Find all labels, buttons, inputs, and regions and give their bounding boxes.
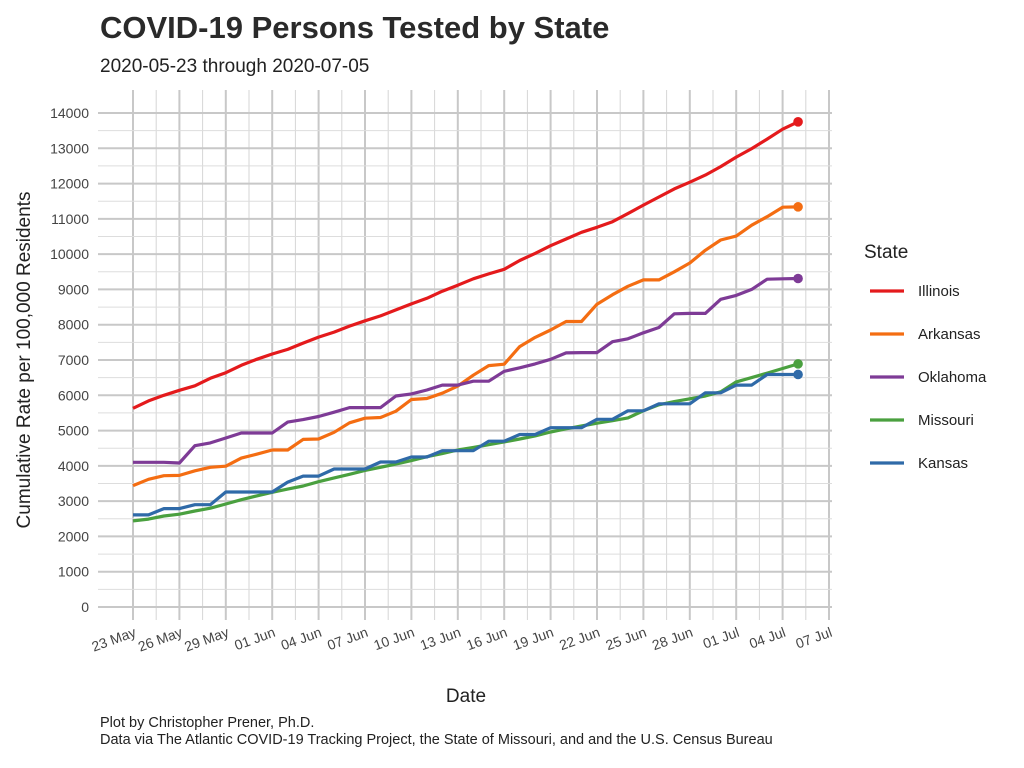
legend-title: State [864, 242, 908, 263]
x-tick-label: 01 Jun [232, 624, 277, 653]
legend-item-illinois: Illinois [870, 283, 960, 300]
x-tick-label: 28 Jun [650, 624, 695, 653]
series-end-points [793, 117, 803, 380]
y-tick-label: 6000 [58, 387, 89, 403]
x-tick-label: 22 Jun [557, 624, 602, 653]
series-line-kansas [133, 372, 799, 517]
gridlines [98, 90, 832, 620]
x-tick-label: 10 Jun [371, 624, 416, 653]
legend-label: Kansas [918, 455, 968, 472]
end-point-oklahoma [793, 273, 803, 284]
y-axis-ticks: 0 1000 2000 3000 4000 5000 6000 7000 8000 9000 100… [50, 105, 89, 615]
y-tick-label: 3000 [58, 493, 89, 509]
caption-line-2: Data via The Atlantic COVID-19 Tracking … [100, 732, 773, 748]
y-tick-label: 8000 [58, 317, 89, 333]
series-line-arkansas [132, 205, 799, 488]
series-line-missouri [132, 362, 799, 523]
caption: Plot by Christopher Prener, Ph.D. Data v… [100, 715, 773, 749]
y-tick-label: 12000 [50, 176, 89, 192]
y-tick-label: 5000 [58, 423, 89, 439]
x-tick-label: 26 May [136, 624, 185, 655]
legend-item-kansas: Kansas [870, 455, 968, 472]
x-tick-label: 04 Jun [279, 624, 324, 653]
y-tick-label: 7000 [58, 352, 89, 368]
x-tick-label: 13 Jun [418, 624, 463, 653]
end-point-missouri [793, 359, 803, 369]
y-tick-label: 9000 [58, 281, 89, 297]
end-point-arkansas [793, 202, 803, 212]
y-tick-label: 14000 [50, 105, 89, 121]
legend-label: Missouri [918, 412, 974, 429]
x-tick-label: 04 Jul [747, 624, 788, 652]
legend-label: Arkansas [918, 326, 981, 343]
y-tick-label: 4000 [58, 458, 89, 474]
end-point-kansas [793, 369, 803, 380]
caption-line-1: Plot by Christopher Prener, Ph.D. [100, 715, 315, 731]
y-tick-label: 2000 [58, 528, 89, 544]
legend: State Illinois Arkansas Oklahoma Missouri Ka… [864, 242, 987, 472]
series-line-oklahoma [133, 276, 799, 465]
y-tick-label: 11000 [51, 211, 89, 227]
legend-item-arkansas: Arkansas [870, 326, 981, 343]
x-tick-label: 23 May [89, 624, 138, 655]
chart-subtitle: 2020-05-23 through 2020-07-05 [100, 56, 370, 77]
y-axis-title: Cumulative Rate per 100,000 Residents [14, 192, 35, 529]
x-tick-label: 25 Jun [603, 624, 648, 653]
x-tick-label: 07 Jun [325, 624, 370, 653]
x-tick-label: 01 Jul [701, 624, 742, 652]
y-tick-label: 1000 [58, 564, 89, 580]
end-point-illinois [793, 117, 803, 127]
x-tick-label: 07 Jul [793, 624, 834, 652]
legend-label: Oklahoma [918, 369, 987, 386]
chart-title: COVID-19 Persons Tested by State [100, 10, 610, 45]
legend-label: Illinois [918, 283, 960, 300]
x-tick-label: 29 May [182, 624, 231, 655]
y-tick-label: 10000 [50, 246, 89, 262]
series-line-illinois [132, 120, 799, 410]
series-lines [132, 120, 799, 523]
y-tick-label: 0 [81, 599, 89, 615]
x-axis-title: Date [446, 686, 486, 707]
x-tick-label: 19 Jun [511, 624, 556, 653]
legend-item-oklahoma: Oklahoma [870, 369, 987, 386]
y-tick-label: 13000 [50, 140, 89, 156]
x-tick-label: 16 Jun [464, 624, 509, 653]
legend-item-missouri: Missouri [870, 412, 974, 429]
